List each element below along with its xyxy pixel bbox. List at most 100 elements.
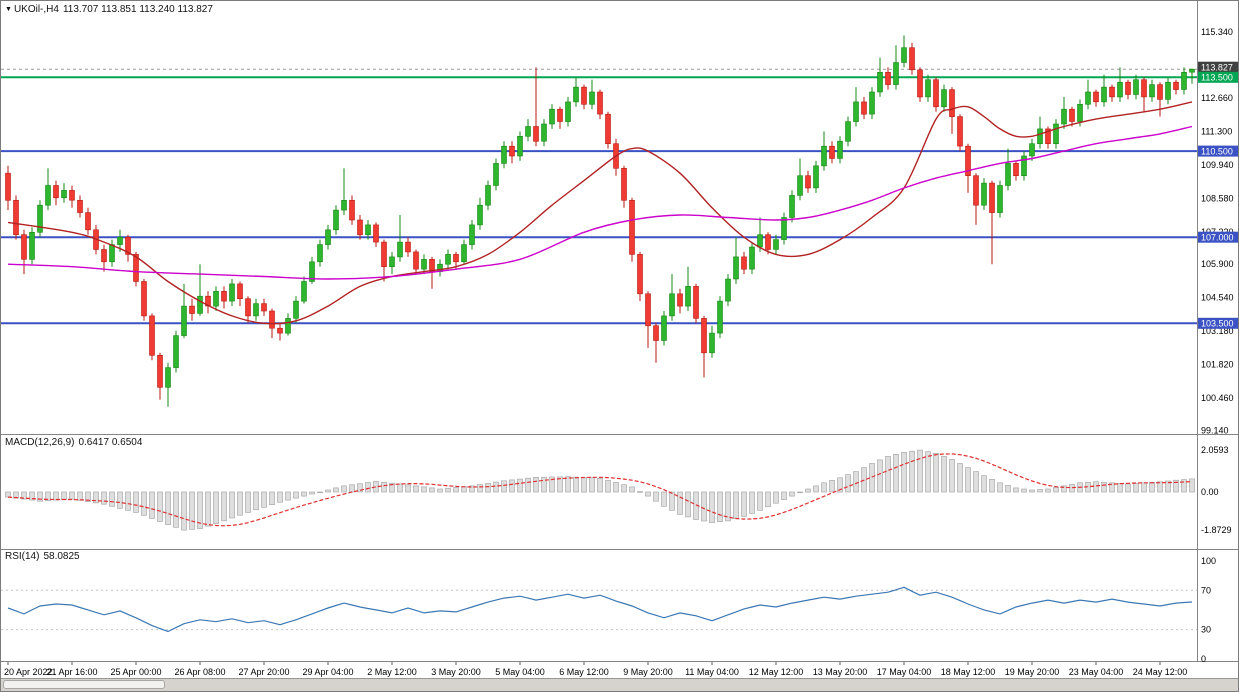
candle-body xyxy=(869,91,875,115)
candle-body xyxy=(445,254,451,265)
candle-body xyxy=(669,293,675,317)
candle-body xyxy=(597,91,603,115)
macd-histogram-bar xyxy=(1013,487,1019,493)
macd-histogram-bar xyxy=(573,476,579,493)
rsi-axis-label: 0 xyxy=(1201,654,1206,664)
h-scrollbar-track[interactable] xyxy=(1,678,1238,691)
time-tick-label: 9 May 20:00 xyxy=(623,667,673,677)
candle-body xyxy=(341,200,347,211)
macd-histogram-bar xyxy=(445,487,451,493)
macd-histogram-bar xyxy=(413,485,419,493)
candle-body xyxy=(173,335,179,368)
macd-histogram-bar xyxy=(925,451,931,493)
candle-body xyxy=(1093,91,1099,103)
macd-signal-line xyxy=(7,453,1193,527)
macd-histogram-bar xyxy=(909,450,915,493)
macd-histogram-bar xyxy=(269,491,275,505)
candle-body xyxy=(1189,68,1195,73)
macd-histogram-bar xyxy=(965,467,971,493)
macd-histogram-bar xyxy=(653,491,659,502)
candle-body xyxy=(293,300,299,319)
candle-body xyxy=(1085,91,1091,105)
candle-body xyxy=(269,310,275,329)
candle-body xyxy=(157,354,163,388)
macd-histogram-bar xyxy=(61,491,67,500)
macd-histogram-bar xyxy=(1037,489,1043,493)
macd-indicator-label: MACD(12,26,9) 0.6417 0.6504 xyxy=(5,437,142,448)
macd-histogram-bar xyxy=(893,453,899,493)
candle-body xyxy=(645,293,651,327)
rsi-indicator-label: RSI(14) 58.0825 xyxy=(5,551,80,562)
candle-body xyxy=(213,290,219,307)
macd-histogram-bar xyxy=(1117,483,1123,493)
candle-body xyxy=(229,283,235,302)
macd-histogram-bar xyxy=(1133,483,1139,493)
price-badge-label: 113.500 xyxy=(1201,73,1233,83)
h-scrollbar-thumb[interactable] xyxy=(3,680,165,689)
macd-histogram-bar xyxy=(277,491,283,503)
candle-body xyxy=(829,145,835,159)
candle-body xyxy=(1157,84,1163,100)
price-badge-label: 103.500 xyxy=(1201,319,1234,329)
hlines-layer xyxy=(1,76,1197,325)
candle-body xyxy=(965,145,971,176)
candle-body xyxy=(261,303,267,312)
macd-histogram-bar xyxy=(541,476,547,493)
candle-body xyxy=(589,91,595,105)
macd-histogram-bar xyxy=(381,481,387,493)
macd-histogram-bar xyxy=(173,491,179,528)
macd-histogram-bar xyxy=(493,481,499,493)
macd-histogram-bar xyxy=(229,491,235,519)
candle-body xyxy=(901,47,907,63)
candle-body xyxy=(1165,81,1171,100)
macd-histogram-bar xyxy=(429,487,435,493)
candle-body xyxy=(109,244,115,263)
macd-axis-label: 0.00 xyxy=(1201,487,1219,497)
macd-histogram-bar xyxy=(949,459,955,493)
macd-histogram-bar xyxy=(45,491,51,501)
macd-histogram-bar xyxy=(365,482,371,493)
candle-body xyxy=(149,315,155,356)
macd-histogram-bar xyxy=(213,491,219,524)
macd-histogram-bar xyxy=(197,491,203,529)
candle-body xyxy=(125,236,131,255)
candle-body xyxy=(485,185,491,206)
candle-body xyxy=(541,123,547,142)
candle-body xyxy=(741,256,747,270)
candle-body xyxy=(389,256,395,267)
candle-body xyxy=(909,47,915,71)
macd-histogram-bar xyxy=(221,491,227,522)
macd-histogram-bar xyxy=(829,479,835,493)
candle-body xyxy=(661,315,667,341)
paxis-layer[interactable]: 115.340112.660111.300109.940108.580107.2… xyxy=(1201,27,1234,664)
macd-histogram-bar xyxy=(1141,482,1147,493)
candle-body xyxy=(749,246,755,270)
price-badge xyxy=(1198,231,1238,243)
macd-histogram-bar xyxy=(789,491,795,497)
candle-body xyxy=(381,241,387,268)
candle-body xyxy=(1045,128,1051,145)
mas-layer xyxy=(7,101,1193,325)
price-badge-label: 113.827 xyxy=(1201,62,1233,72)
candle-body xyxy=(397,241,403,258)
macd-histogram-bar xyxy=(877,459,883,493)
macd-histogram-bar xyxy=(357,483,363,493)
chart-title: ▼ UKOil-,H4 113.707 113.851 113.240 113.82… xyxy=(5,4,213,15)
macd-histogram-bar xyxy=(101,491,107,505)
macd-histogram-bar xyxy=(485,483,491,493)
macd-histogram-bar xyxy=(1189,478,1195,493)
candle-body xyxy=(821,145,827,167)
candle-body xyxy=(29,232,35,260)
macd-histogram-bar xyxy=(37,491,43,502)
macd-histogram-bar xyxy=(77,491,83,501)
candle-body xyxy=(677,293,683,307)
candle-body xyxy=(1173,81,1179,90)
macd-histogram-bar xyxy=(717,491,723,523)
macd-histogram-bar xyxy=(461,486,467,493)
price-tick-label: 105.900 xyxy=(1201,259,1234,269)
time-tick-label: 6 May 12:00 xyxy=(559,667,609,677)
macd-histogram-bar xyxy=(189,491,195,530)
